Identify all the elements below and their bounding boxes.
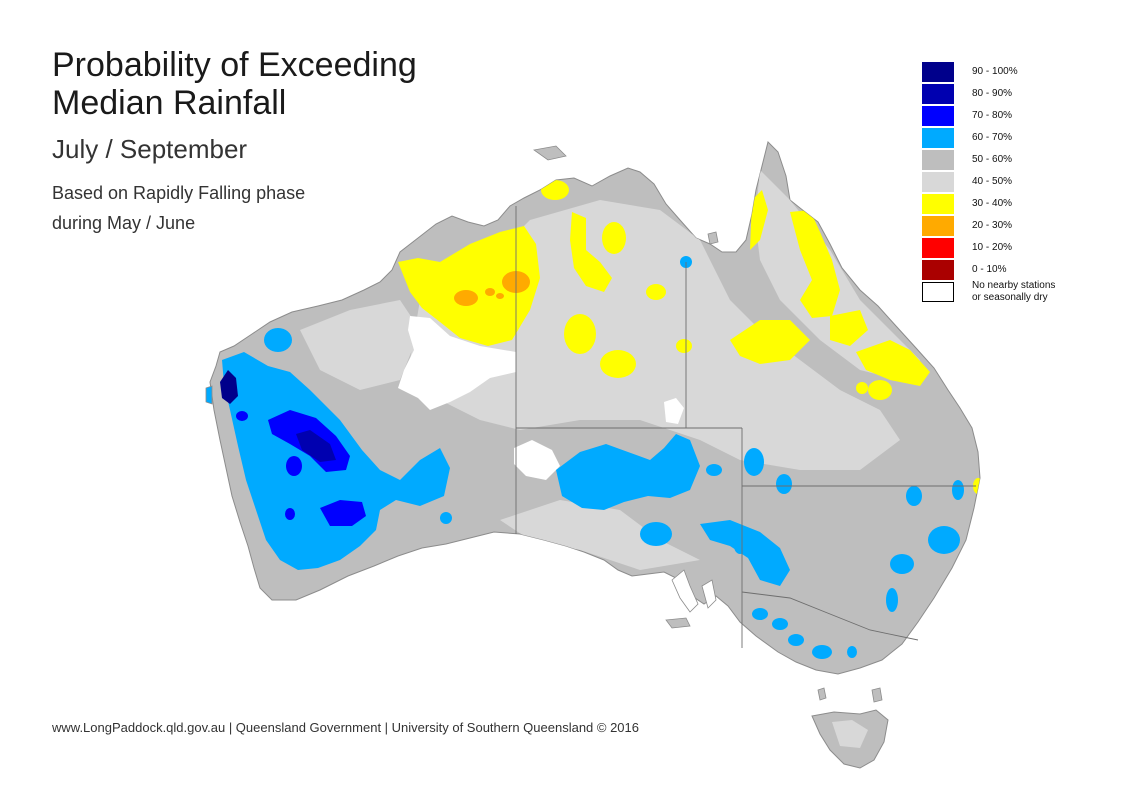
- map-subtitle: July / September: [52, 134, 248, 164]
- legend-label: 20 - 30%: [972, 220, 1013, 231]
- zone-60-70-sa-central: [556, 434, 700, 510]
- zone-40-50-north-wa: [300, 300, 420, 390]
- legend-label: 50 - 60%: [972, 154, 1013, 165]
- legend-swatch: [922, 106, 954, 126]
- zone-30-40-kimberley: [398, 226, 540, 346]
- legend-swatch: [922, 128, 954, 148]
- legend-swatch: [922, 238, 954, 258]
- legend-swatch: [922, 84, 954, 104]
- zone-60-70-vic-west: [752, 608, 768, 620]
- legend-label: 40 - 50%: [972, 176, 1013, 187]
- border-nsw-vic: [741, 591, 919, 641]
- zone-60-70-sa-east: [706, 464, 722, 476]
- map-description: Based on Rapidly Falling phase during Ma…: [52, 178, 305, 238]
- rainfall-probability-zones: [220, 170, 980, 659]
- zone-30-40-nt-patch: [600, 350, 636, 378]
- zone-60-70-nsw-west: [700, 520, 790, 586]
- zone-20-30-kimberley-b: [454, 290, 478, 306]
- zone-60-70-wa-northwest: [264, 328, 292, 352]
- zone-30-40-qld-central: [730, 320, 810, 364]
- zone-60-70-qld-coast: [952, 480, 964, 500]
- zone-70-80-sw-wa-d: [285, 508, 295, 520]
- melville-island: [532, 145, 567, 161]
- gulf-st-vincent: [701, 579, 717, 609]
- legend-swatch: [922, 194, 954, 214]
- kangaroo-island: [665, 617, 691, 629]
- zone-30-40-qld-southeast: [856, 340, 930, 386]
- groote-eylandt: [707, 231, 719, 245]
- zone-80-90-wa-inland: [296, 430, 336, 462]
- zone-30-40-nt-south: [564, 314, 596, 354]
- legend-label: 80 - 90%: [972, 88, 1013, 99]
- legend-label: 70 - 80%: [972, 110, 1013, 121]
- zone-60-70-nsw-inland: [890, 554, 914, 574]
- zone-70-80-sw-wa-b: [286, 456, 302, 476]
- legend-swatch: [922, 282, 954, 302]
- zone-60-70-nsw-far-east: [886, 588, 898, 612]
- legend-label: 10 - 20%: [972, 242, 1013, 253]
- legend-label-line-1: No nearby stations: [972, 280, 1056, 291]
- zone-60-70-nsw-north: [906, 486, 922, 506]
- zone-30-40-qld-inland: [868, 380, 892, 400]
- flinders-island: [871, 687, 883, 703]
- zone-60-70-vic-c: [812, 645, 832, 659]
- zone-60-70-vic-a: [772, 618, 788, 630]
- legend-label: 30 - 40%: [972, 198, 1013, 209]
- map-title: Probability of Exceeding Median Rainfall: [52, 46, 417, 122]
- footer-credits: www.LongPaddock.qld.gov.au | Queensland …: [52, 720, 639, 735]
- no-data-sa-west: [514, 440, 560, 480]
- zone-60-70-qld-border: [744, 448, 764, 476]
- zone-20-30-kimberley-d: [496, 293, 504, 299]
- zone-60-70-vic-d: [847, 646, 857, 658]
- legend-label-line-2: or seasonally dry: [972, 292, 1048, 303]
- zone-60-70-nsw-small: [734, 538, 746, 554]
- zone-60-70-wa-small: [440, 512, 452, 524]
- legend-swatch: [922, 216, 954, 236]
- zone-20-30-kimberley-c: [485, 288, 495, 296]
- zone-70-80-sw-wa-c: [320, 500, 366, 526]
- zone-30-40-nt-north: [541, 180, 569, 200]
- zone-60-70-sa-south: [640, 522, 672, 546]
- zone-40-50-south: [500, 500, 700, 570]
- zone-30-40-qld-small: [856, 382, 868, 394]
- zone-30-40-nsw-coast: [973, 478, 980, 494]
- title-line-2: Median Rainfall: [52, 84, 287, 122]
- zone-30-40-cape-york: [750, 190, 768, 250]
- legend-swatch: [922, 172, 954, 192]
- zone-30-40-nt-central: [570, 212, 612, 292]
- zone-70-80-sw-wa-e: [236, 411, 248, 421]
- no-data-wa-interior: [398, 316, 516, 410]
- dirk-hartog-island: [205, 385, 213, 405]
- legend-swatch: [922, 62, 954, 82]
- state-borders: [515, 206, 976, 648]
- king-island: [817, 687, 827, 701]
- description-line-2: during May / June: [52, 213, 196, 233]
- description-line-1: Based on Rapidly Falling phase: [52, 183, 306, 203]
- tasmania-light: [832, 720, 868, 748]
- legend-label: 60 - 70%: [972, 132, 1013, 143]
- no-data-nt-south: [664, 398, 684, 424]
- spencer-gulf: [671, 569, 699, 613]
- zone-60-70-nsw-east: [928, 526, 960, 554]
- legend-label: 90 - 100%: [972, 66, 1018, 77]
- zone-30-40-qld-patch: [676, 339, 692, 353]
- legend-label: 0 - 10%: [972, 264, 1007, 275]
- zone-80-90-wa-coast: [220, 370, 238, 404]
- zone-60-70-qld-small: [776, 474, 792, 494]
- legend-swatch: [922, 150, 954, 170]
- zone-60-70-vic-b: [788, 634, 804, 646]
- zone-30-40-qld-east: [830, 310, 868, 346]
- zone-30-40-qld-coast: [790, 210, 840, 318]
- legend-swatch: [922, 260, 954, 280]
- zone-30-40-gulf: [646, 284, 666, 300]
- zone-30-40-nt-east: [602, 222, 626, 254]
- title-line-1: Probability of Exceeding: [52, 46, 417, 84]
- legend-label: No nearby stations or seasonally dry: [972, 280, 1055, 304]
